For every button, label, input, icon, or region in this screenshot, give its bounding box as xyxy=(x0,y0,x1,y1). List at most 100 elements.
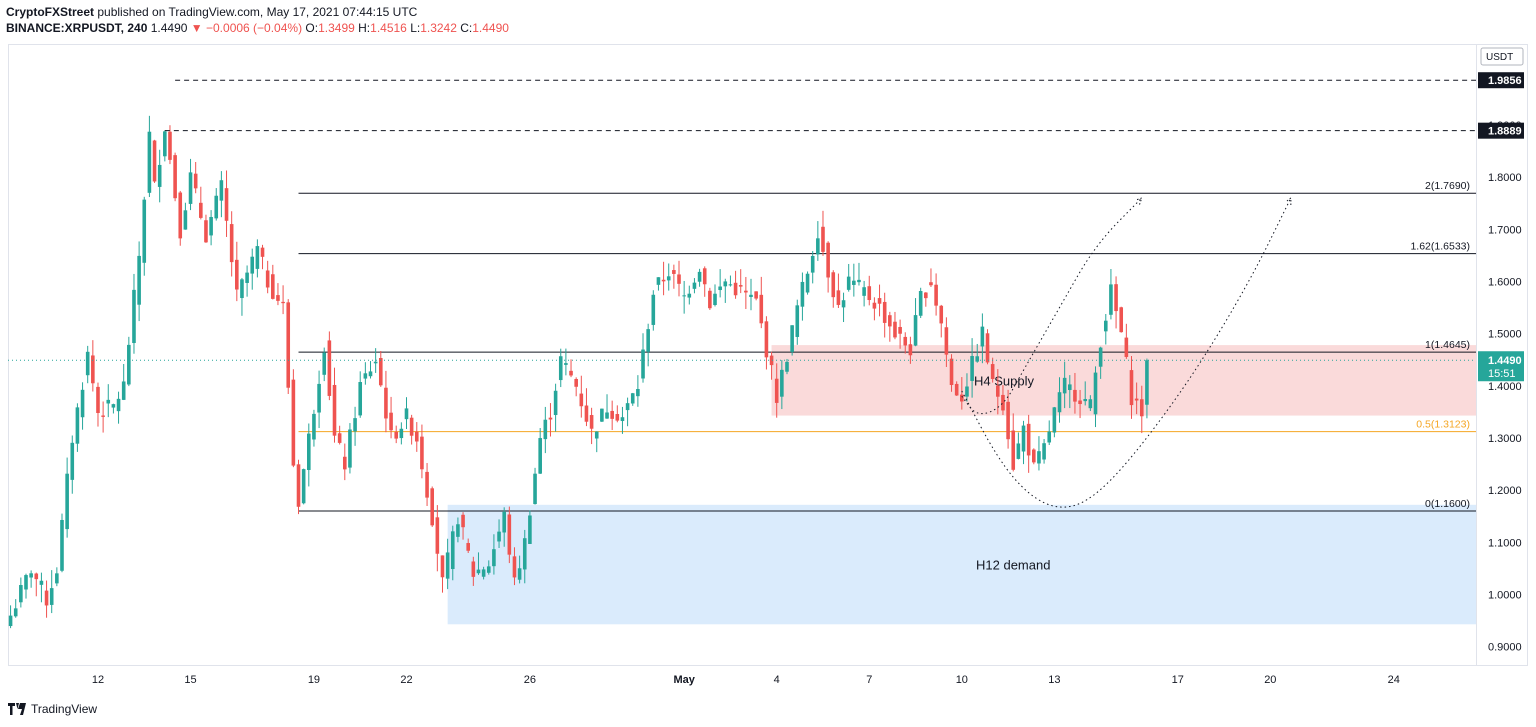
candle-body xyxy=(255,246,260,269)
candle-body xyxy=(584,405,589,422)
candle xyxy=(163,130,167,162)
candle-body xyxy=(733,282,738,296)
tradingview-brand[interactable]: TradingView xyxy=(31,702,98,716)
candle xyxy=(178,190,183,246)
candle xyxy=(250,248,255,290)
candle xyxy=(152,139,157,183)
candle-body xyxy=(528,515,532,544)
candle-body xyxy=(332,384,337,436)
candle xyxy=(286,299,291,395)
candle xyxy=(867,275,872,306)
high-label: H: xyxy=(358,21,371,35)
candle xyxy=(944,317,949,367)
candle xyxy=(75,403,80,452)
candle xyxy=(841,292,846,323)
candle xyxy=(255,239,260,278)
candle xyxy=(605,394,609,419)
candle-body xyxy=(672,270,676,274)
candle xyxy=(456,517,460,543)
candle-body xyxy=(522,538,527,570)
candle xyxy=(157,149,162,203)
candle-body xyxy=(121,381,126,400)
chart-area[interactable]: H4 Supply H12 demand 2(1.7690) 1.62(1.6533)… xyxy=(8,44,1528,694)
candle-body xyxy=(75,407,80,444)
author-name[interactable]: CryptoFXStreet xyxy=(6,5,95,19)
last-price-text: 1.4490 xyxy=(150,21,188,35)
price-tick-label: 1.8000 xyxy=(1488,172,1522,184)
candle xyxy=(476,552,481,575)
candle xyxy=(718,269,722,298)
candle-body xyxy=(605,412,609,419)
candle-body xyxy=(276,295,280,301)
candle xyxy=(1083,381,1088,406)
candle xyxy=(1109,269,1113,320)
candle xyxy=(985,329,990,365)
candle-body xyxy=(24,575,28,590)
candle-body xyxy=(317,383,321,413)
candle xyxy=(898,319,902,349)
candle-body xyxy=(816,238,820,255)
candle-body xyxy=(481,569,486,577)
candle xyxy=(34,572,39,597)
candle xyxy=(795,299,800,345)
candle xyxy=(857,262,861,286)
candle xyxy=(204,214,208,243)
candle xyxy=(440,555,445,593)
candle xyxy=(373,348,378,373)
candle-body xyxy=(209,216,213,236)
candle-body xyxy=(1088,399,1093,409)
candle xyxy=(692,278,697,294)
chart-header: CryptoFXStreet published on TradingView.… xyxy=(6,4,509,36)
candle xyxy=(929,268,933,287)
candle-body xyxy=(1057,392,1062,413)
price-tick-label: 1.4000 xyxy=(1488,381,1522,393)
candle-body xyxy=(805,273,810,293)
candle xyxy=(312,409,316,447)
price-badge-label: 1.8889 xyxy=(1488,126,1522,138)
candle-body xyxy=(178,192,183,239)
candle-body xyxy=(420,436,424,470)
candle-body xyxy=(841,300,846,308)
candle xyxy=(301,468,306,505)
candle-body xyxy=(996,385,1000,397)
candle xyxy=(101,401,105,433)
candle xyxy=(877,284,882,317)
candle-body xyxy=(780,369,784,397)
candle xyxy=(708,287,712,310)
candle-body xyxy=(852,280,856,285)
candle xyxy=(579,375,584,418)
candle-body xyxy=(553,390,558,416)
candle xyxy=(913,298,918,347)
candle-body xyxy=(913,315,918,346)
projection-arrow-icon xyxy=(1135,197,1143,205)
candle-body xyxy=(939,305,944,324)
candle-body xyxy=(990,364,995,379)
candle-body xyxy=(800,281,805,307)
candle xyxy=(19,577,23,608)
candle-body xyxy=(543,419,548,440)
bar-countdown-label: 15:51 xyxy=(1488,368,1516,380)
candlestick-chart[interactable]: H4 Supply H12 demand 2(1.7690) 1.62(1.6533)… xyxy=(8,44,1528,694)
candle-body xyxy=(188,172,193,204)
time-axis: 12 15 19 22 26 May 4 7 10 13 17 20 24 xyxy=(8,665,1528,686)
time-tick-label: 15 xyxy=(184,674,196,686)
candle-body xyxy=(378,357,383,386)
candle-body xyxy=(1026,423,1031,456)
candle-body xyxy=(877,298,882,304)
candle xyxy=(661,261,666,296)
candle xyxy=(1134,382,1139,415)
candle xyxy=(106,384,111,418)
candle xyxy=(625,397,630,427)
candle xyxy=(337,425,342,445)
candle xyxy=(831,270,836,308)
candle-body xyxy=(826,242,830,278)
candle-body xyxy=(173,155,177,199)
candle-body xyxy=(769,355,774,366)
candle-body xyxy=(435,517,440,554)
candle-body xyxy=(486,566,491,573)
candle-body xyxy=(281,301,285,304)
candle xyxy=(1037,436,1041,471)
candle xyxy=(486,560,491,575)
candle xyxy=(85,345,90,384)
candle-body xyxy=(713,293,717,306)
